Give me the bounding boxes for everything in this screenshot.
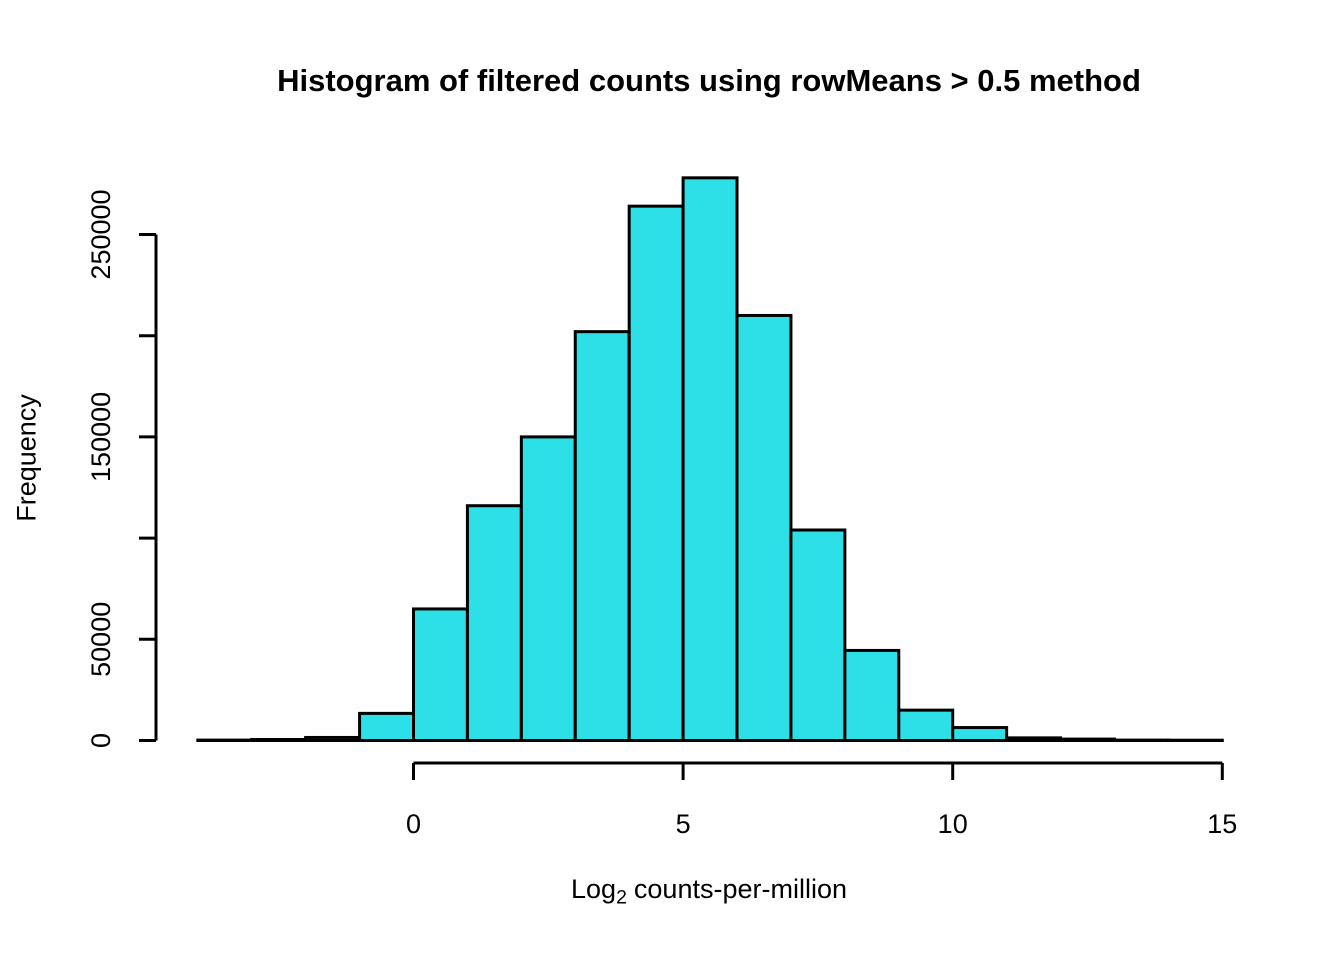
histogram-bar-bin-12: [1059, 737, 1116, 742]
x-axis-label-suffix: counts-per-million: [633, 874, 847, 904]
histogram-bar-bin-8: [843, 648, 901, 743]
x-tick-label: 0: [406, 809, 421, 839]
x-tick-label: 5: [676, 809, 691, 839]
y-axis-label: Frequency: [11, 394, 42, 522]
y-tick-label: 0: [86, 733, 116, 748]
y-tick-label: 150000: [86, 392, 116, 482]
x-axis-label-subscript: 2: [616, 886, 627, 909]
histogram-bar-bin-2: [519, 435, 577, 742]
histogram-bar-bin-4: [627, 204, 685, 742]
y-tick-label: 250000: [86, 189, 116, 279]
histogram-bar-bin-10: [951, 726, 1009, 742]
histogram-bar-bin-0: [412, 607, 469, 742]
histogram-bar-bin--3: [250, 737, 308, 742]
histogram-bar-bin-6: [735, 313, 793, 742]
histogram-bar-bin-5: [681, 176, 739, 742]
x-tick-label: 15: [1207, 809, 1237, 839]
x-axis-label: Log2 counts-per-million: [74, 874, 1344, 909]
x-axis-label-prefix: Log: [571, 874, 617, 904]
histogram-bar-bin-9: [897, 708, 955, 743]
histogram-bar-bin--1: [358, 711, 415, 743]
histogram-bar-bin--2: [304, 735, 362, 742]
histogram-bar-bin-11: [1005, 736, 1063, 742]
x-tick-label: 10: [938, 809, 968, 839]
y-tick-label: 50000: [86, 602, 116, 677]
histogram-bar-bin-3: [573, 330, 631, 742]
histogram-bar-bin-7: [789, 528, 847, 743]
chart-title: Histogram of filtered counts using rowMe…: [277, 63, 1141, 98]
histogram-bar-bin-1: [465, 504, 523, 742]
